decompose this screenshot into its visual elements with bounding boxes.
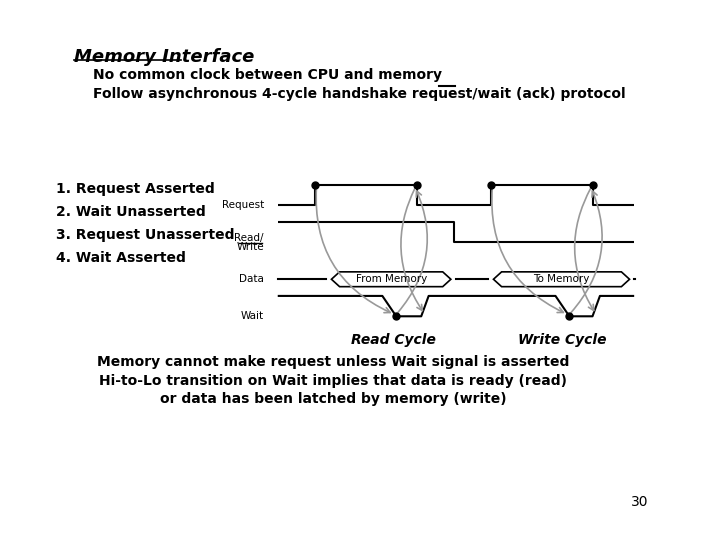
Polygon shape: [331, 272, 451, 287]
Text: No common clock between CPU and memory: No common clock between CPU and memory: [93, 68, 441, 82]
Text: 2. Wait Unasserted: 2. Wait Unasserted: [55, 205, 205, 219]
Text: or data has been latched by memory (write): or data has been latched by memory (writ…: [160, 392, 507, 406]
Text: Request: Request: [222, 200, 264, 210]
Text: Memory cannot make request unless Wait signal is asserted: Memory cannot make request unless Wait s…: [97, 355, 570, 369]
Text: 1. Request Asserted: 1. Request Asserted: [55, 182, 215, 196]
Text: Read/: Read/: [234, 233, 264, 242]
Text: Write Cycle: Write Cycle: [518, 333, 607, 347]
Text: 4. Wait Asserted: 4. Wait Asserted: [55, 252, 186, 266]
Text: 3. Request Unasserted: 3. Request Unasserted: [55, 228, 234, 242]
Text: To Memory: To Memory: [534, 274, 590, 284]
Text: Write: Write: [236, 242, 264, 252]
Text: From Memory: From Memory: [356, 274, 427, 284]
Text: Memory Interface: Memory Interface: [74, 48, 254, 66]
Text: Wait: Wait: [240, 311, 264, 321]
Text: Read Cycle: Read Cycle: [351, 333, 436, 347]
Text: Hi-to-Lo transition on Wait implies that data is ready (read): Hi-to-Lo transition on Wait implies that…: [99, 374, 567, 388]
Text: Follow asynchronous 4-cycle handshake request/wait (ack) protocol: Follow asynchronous 4-cycle handshake re…: [93, 87, 625, 100]
Polygon shape: [493, 272, 629, 287]
Text: 30: 30: [631, 495, 648, 509]
Text: Data: Data: [239, 274, 264, 284]
